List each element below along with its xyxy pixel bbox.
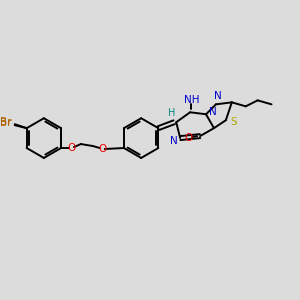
Text: N: N bbox=[214, 92, 222, 101]
Text: S: S bbox=[230, 117, 237, 127]
Text: N: N bbox=[209, 107, 217, 117]
Text: H: H bbox=[168, 108, 175, 118]
Text: N: N bbox=[170, 136, 178, 146]
Text: Br: Br bbox=[0, 117, 12, 127]
Text: O: O bbox=[99, 144, 107, 154]
Text: O: O bbox=[184, 133, 192, 143]
Text: O: O bbox=[68, 143, 76, 153]
Text: Br: Br bbox=[0, 118, 12, 128]
Text: NH: NH bbox=[184, 95, 200, 105]
